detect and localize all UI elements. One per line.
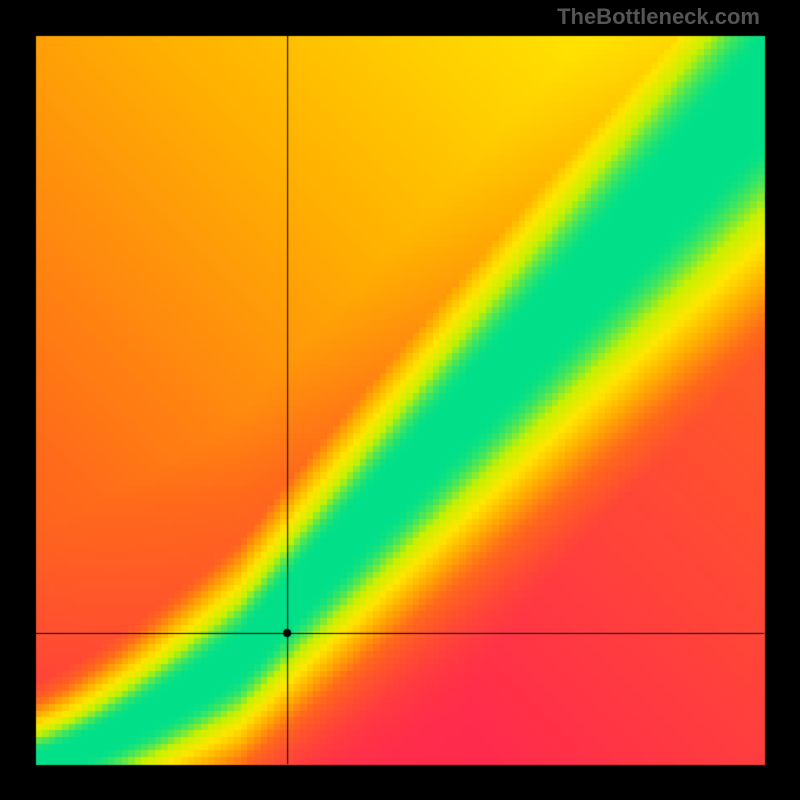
watermark-text: TheBottleneck.com bbox=[557, 4, 760, 30]
bottleneck-heatmap bbox=[0, 0, 800, 800]
chart-container: TheBottleneck.com bbox=[0, 0, 800, 800]
